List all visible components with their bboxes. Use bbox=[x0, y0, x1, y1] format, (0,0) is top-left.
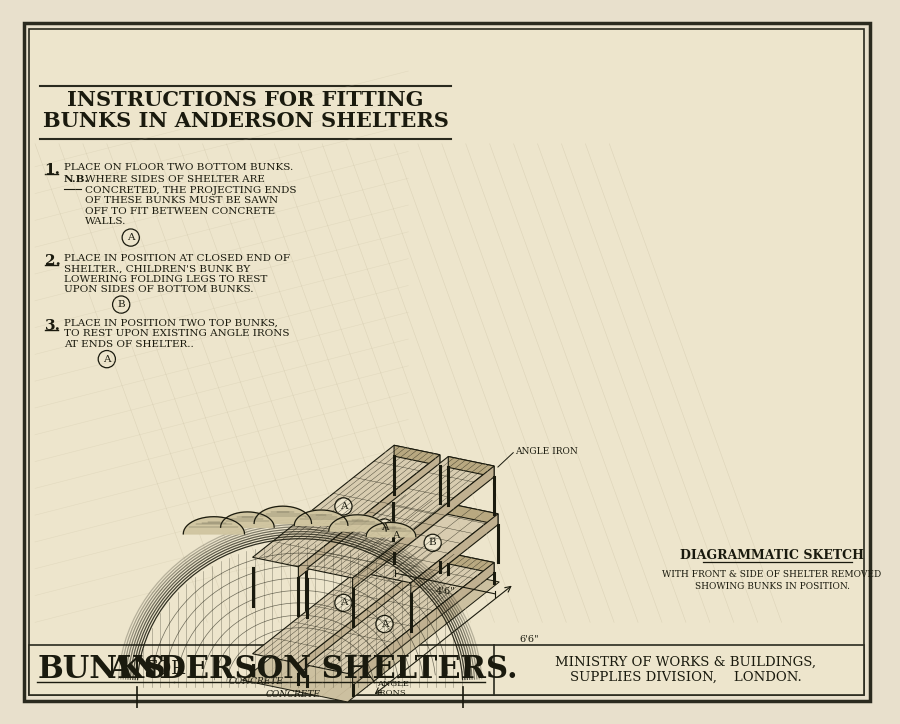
Text: FOR: FOR bbox=[144, 660, 184, 678]
Polygon shape bbox=[242, 560, 500, 702]
Text: B: B bbox=[429, 539, 436, 547]
Polygon shape bbox=[307, 457, 494, 578]
Circle shape bbox=[424, 534, 441, 552]
Text: UPON SIDES OF BOTTOM BUNKS.: UPON SIDES OF BOTTOM BUNKS. bbox=[64, 285, 253, 295]
Polygon shape bbox=[254, 506, 311, 523]
Text: BUNKS IN ANDERSON SHELTERS: BUNKS IN ANDERSON SHELTERS bbox=[42, 111, 448, 131]
Polygon shape bbox=[253, 542, 440, 663]
Text: WALLS.: WALLS. bbox=[85, 217, 126, 227]
Circle shape bbox=[387, 526, 404, 544]
Text: CONCRETE: CONCRETE bbox=[229, 677, 284, 686]
Polygon shape bbox=[353, 563, 494, 686]
Text: INSTRUCTIONS FOR FITTING: INSTRUCTIONS FOR FITTING bbox=[68, 90, 424, 110]
Text: MINISTRY OF WORKS & BUILDINGS,: MINISTRY OF WORKS & BUILDINGS, bbox=[555, 656, 816, 669]
Polygon shape bbox=[392, 492, 498, 525]
Polygon shape bbox=[394, 542, 440, 562]
Polygon shape bbox=[220, 512, 274, 527]
Text: SUPPLIES DIVISION,    LONDON.: SUPPLIES DIVISION, LONDON. bbox=[570, 670, 802, 683]
Circle shape bbox=[376, 615, 393, 633]
Circle shape bbox=[98, 350, 115, 368]
Text: BUNKS: BUNKS bbox=[38, 654, 166, 685]
Polygon shape bbox=[448, 457, 494, 477]
Polygon shape bbox=[294, 510, 348, 526]
Polygon shape bbox=[299, 551, 440, 674]
Text: 3.: 3. bbox=[45, 319, 60, 333]
Polygon shape bbox=[353, 466, 494, 589]
Text: A: A bbox=[392, 531, 400, 539]
Text: A: A bbox=[127, 233, 134, 242]
Polygon shape bbox=[253, 445, 440, 567]
Polygon shape bbox=[299, 455, 440, 578]
Text: A: A bbox=[104, 355, 111, 363]
Text: A: A bbox=[381, 523, 388, 532]
Text: ANGLE
IRONS: ANGLE IRONS bbox=[377, 680, 409, 697]
Text: A: A bbox=[381, 620, 388, 628]
Circle shape bbox=[335, 498, 352, 515]
Circle shape bbox=[376, 519, 393, 536]
Text: TO REST UPON EXISTING ANGLE IRONS: TO REST UPON EXISTING ANGLE IRONS bbox=[64, 329, 289, 338]
Text: 4'6": 4'6" bbox=[436, 586, 455, 596]
Text: 2.: 2. bbox=[45, 254, 60, 268]
Text: ANDERSON SHELTERS.: ANDERSON SHELTERS. bbox=[108, 654, 518, 685]
Polygon shape bbox=[307, 553, 494, 675]
Text: A: A bbox=[339, 502, 347, 511]
Text: A: A bbox=[339, 598, 347, 607]
Circle shape bbox=[112, 296, 130, 313]
Text: SHELTER., CHILDREN'S BUNK BY: SHELTER., CHILDREN'S BUNK BY bbox=[64, 264, 250, 274]
Text: CONCRETE: CONCRETE bbox=[266, 690, 321, 699]
Text: OF THESE BUNKS MUST BE SAWN: OF THESE BUNKS MUST BE SAWN bbox=[85, 196, 278, 206]
Polygon shape bbox=[184, 517, 245, 534]
Text: PLACE IN POSITION TWO TOP BUNKS,: PLACE IN POSITION TWO TOP BUNKS, bbox=[64, 319, 277, 328]
Polygon shape bbox=[410, 514, 498, 594]
Polygon shape bbox=[305, 492, 498, 583]
Text: WHERE SIDES OF SHELTER ARE: WHERE SIDES OF SHELTER ARE bbox=[85, 175, 265, 185]
Circle shape bbox=[335, 594, 352, 612]
Text: B: B bbox=[117, 300, 125, 309]
Text: SHOWING BUNKS IN POSITION.: SHOWING BUNKS IN POSITION. bbox=[695, 582, 850, 592]
Bar bbox=[30, 645, 864, 695]
Polygon shape bbox=[366, 523, 416, 536]
Text: PLACE ON FLOOR TWO BOTTOM BUNKS.: PLACE ON FLOOR TWO BOTTOM BUNKS. bbox=[64, 163, 293, 172]
Polygon shape bbox=[328, 515, 386, 531]
Text: 1.: 1. bbox=[45, 163, 60, 177]
Text: OFF TO FIT BETWEEN CONCRETE: OFF TO FIT BETWEEN CONCRETE bbox=[85, 207, 274, 216]
Text: AT ENDS OF SHELTER..: AT ENDS OF SHELTER.. bbox=[64, 340, 194, 349]
Text: 6'6": 6'6" bbox=[519, 636, 539, 644]
Text: DIAGRAMMATIC SKETCH: DIAGRAMMATIC SKETCH bbox=[680, 549, 864, 562]
Text: LOWERING FOLDING LEGS TO REST: LOWERING FOLDING LEGS TO REST bbox=[64, 275, 267, 284]
Text: CONCRETED, THE PROJECTING ENDS: CONCRETED, THE PROJECTING ENDS bbox=[85, 186, 296, 195]
Polygon shape bbox=[448, 553, 494, 573]
Text: PLACE IN POSITION AT CLOSED END OF: PLACE IN POSITION AT CLOSED END OF bbox=[64, 254, 290, 263]
Text: N.B.: N.B. bbox=[64, 175, 89, 185]
Polygon shape bbox=[394, 445, 440, 466]
Text: WITH FRONT & SIDE OF SHELTER REMOVED: WITH FRONT & SIDE OF SHELTER REMOVED bbox=[662, 570, 882, 579]
Circle shape bbox=[122, 229, 140, 246]
Text: ANGLE IRON: ANGLE IRON bbox=[515, 447, 578, 456]
